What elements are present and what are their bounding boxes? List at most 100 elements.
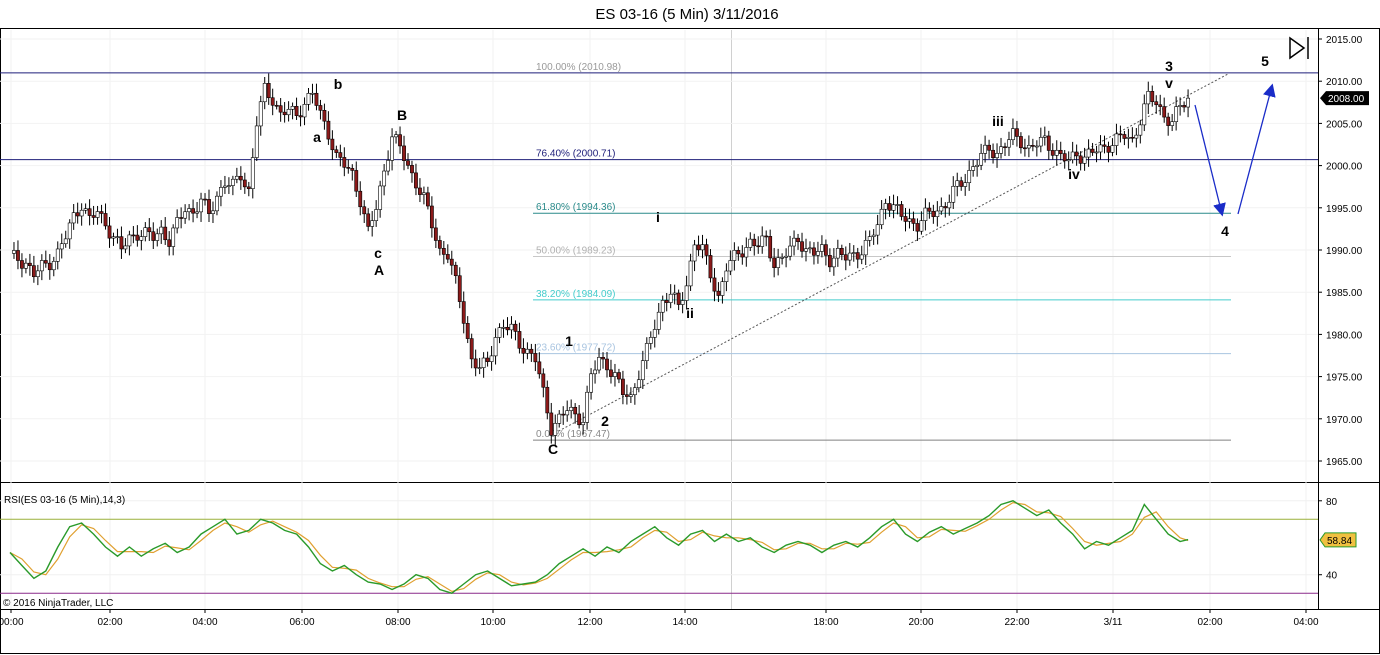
candle [1118,125,1123,143]
candle [609,359,613,384]
candle [429,196,434,238]
down-candle-body [772,257,777,268]
up-candle-body [955,180,960,187]
down-candle-body [91,215,96,218]
down-candle-body [465,323,470,339]
candle [20,253,24,278]
candle [1030,138,1035,152]
candle [823,239,828,266]
candle [449,250,454,275]
scroll-to-end-button[interactable] [1289,36,1309,60]
down-candle-body [577,413,582,426]
candle [63,230,68,248]
down-candle-body [1102,144,1107,147]
wave-5-up-arrow[interactable] [1237,83,1276,215]
down-candle-body [624,394,629,397]
up-candle-body [501,326,506,329]
candle [1138,119,1143,144]
candle [995,143,999,168]
up-candle-body [127,234,132,247]
candle [517,322,522,354]
up-candle-body [1178,105,1183,107]
candle [597,347,601,374]
candle [764,230,769,247]
up-candle-body [219,187,223,197]
down-candle-body [354,170,359,192]
up-candle-body [59,243,64,250]
down-candle-body [505,326,510,331]
price-tick-label: 1985.00 [1326,288,1363,299]
up-candle-body [1007,139,1011,148]
price-axis: 2015.00 2010.00 2005.00 2000.00 1995.00 1990.… [1318,35,1363,468]
up-candle-body [382,170,387,187]
candle [1062,150,1067,169]
up-candle-body [67,222,72,240]
candle [640,350,645,390]
up-candle-body [656,311,661,330]
down-candle-body [418,187,422,195]
down-candle-body [445,254,450,260]
candle [827,248,832,273]
candle [831,248,836,276]
candle [115,228,120,244]
candle [465,316,470,344]
down-candle-body [1046,135,1051,151]
candle [1042,126,1047,146]
down-candle-body [537,361,542,375]
up-candle-body [891,204,896,211]
dashed-trendline[interactable] [554,73,1229,434]
up-candle-body [1042,135,1047,138]
down-candle-body [119,236,124,250]
time-tick-label: 06:00 [289,617,314,628]
candle [262,76,267,110]
candle [155,228,160,247]
wave-4-down-arrow[interactable] [1194,104,1226,217]
candle [211,201,215,224]
up-candle-body [724,270,729,282]
wave-label-A: A [374,262,384,278]
up-candle-body [195,211,199,214]
down-candle-body [991,149,995,159]
down-candle-body [207,199,211,214]
trendline[interactable] [554,73,1229,434]
down-candle-body [1182,105,1187,108]
candle [294,97,299,120]
candle [59,233,64,259]
down-candle-body [517,331,522,349]
down-candle-body [238,175,243,181]
candle [16,240,20,270]
up-candle-body [230,178,235,186]
candle [716,282,721,303]
up-candle-body [963,182,968,187]
candle [1046,130,1051,160]
up-candle-body [159,226,164,235]
up-candle-body [875,224,880,236]
up-candle-body [262,83,267,103]
candle [692,239,697,272]
candle [895,196,900,215]
up-candle-body [907,218,912,222]
down-candle-body [1090,148,1095,153]
candle [270,88,275,116]
candle [1019,132,1023,154]
up-candle-body [1011,128,1015,141]
down-candle-body [513,323,518,332]
candle [967,160,972,191]
last-price-marker: 2008.00 [1320,91,1369,106]
fib-level-label: 100.00% (2010.98) [536,62,621,73]
candle [175,209,180,234]
candle [227,177,231,194]
rsi-series [9,500,1189,594]
down-candle-body [1074,151,1079,157]
play-end-icon[interactable] [1289,36,1306,60]
candle [1015,120,1019,147]
fibonacci-retracement[interactable]: 100.00% (2010.98) 76.40% (2000.71) 61.80% … [0,62,1318,441]
down-candle-body [843,254,848,261]
up-candle-body [250,157,255,189]
candle [27,253,32,276]
down-candle-body [911,218,916,224]
wave-projection-arrows[interactable] [1194,83,1276,217]
candle [1086,139,1091,167]
